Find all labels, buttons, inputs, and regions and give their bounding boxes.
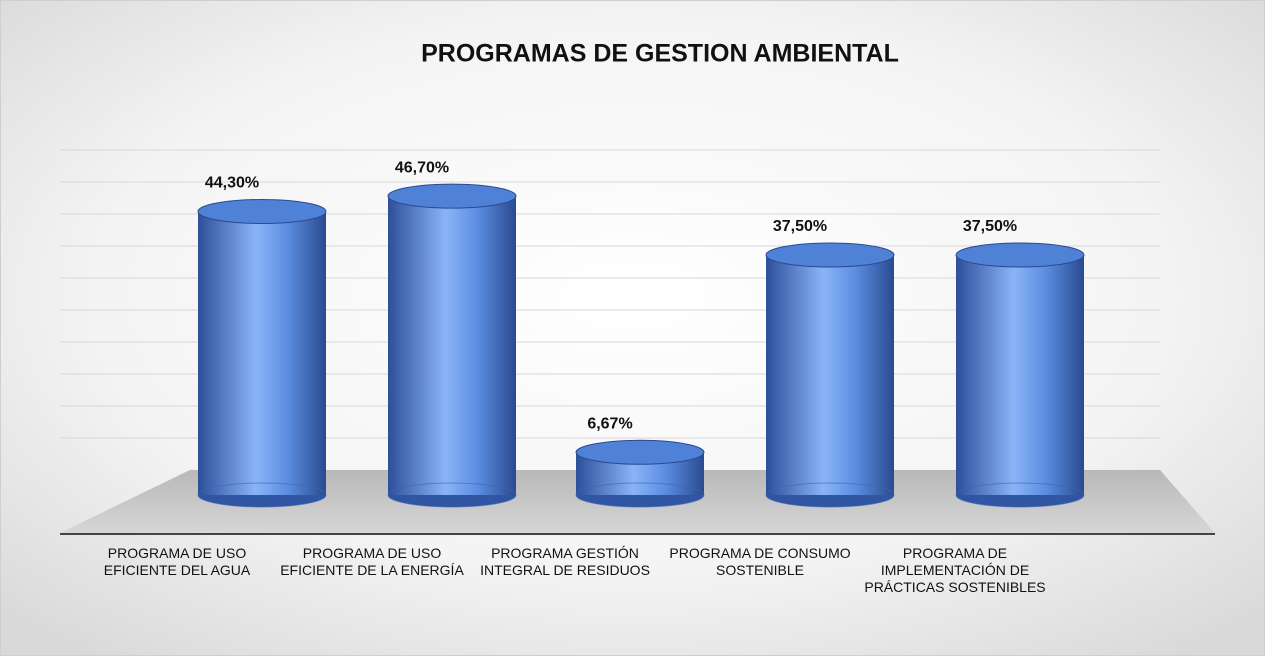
data-label: 46,70% — [395, 159, 449, 176]
x-tick-label: PROGRAMA GESTIÓN INTEGRAL DE RESIDUOS — [480, 545, 650, 578]
bar — [956, 255, 1084, 495]
x-tick-label: PROGRAMA DE USO EFICIENTE DEL AGUA — [103, 545, 251, 578]
data-label: 37,50% — [963, 218, 1017, 235]
bar-base-front — [765, 482, 895, 508]
bar-base-front — [387, 482, 517, 508]
bar-base-front — [197, 482, 327, 508]
bar-base-front — [575, 482, 705, 508]
bar-top — [765, 242, 895, 268]
data-label: 37,50% — [773, 218, 827, 235]
x-tick-label: PROGRAMA DE IMPLEMENTACIÓN DE PRÁCTICAS … — [864, 545, 1046, 595]
bar-top — [387, 183, 517, 209]
chart-title: PROGRAMAS DE GESTION AMBIENTAL — [421, 40, 899, 68]
bar-top — [575, 439, 705, 465]
bar-top — [955, 242, 1085, 268]
bar-top — [197, 198, 327, 224]
bar — [766, 255, 894, 495]
data-label: 6,67% — [587, 416, 632, 433]
bar — [388, 196, 516, 495]
x-tick-label: PROGRAMA DE CONSUMO SOSTENIBLE — [669, 545, 851, 578]
bar — [198, 211, 326, 496]
x-tick-label: PROGRAMA DE USO EFICIENTE DE LA ENERGÍA — [280, 545, 464, 578]
data-label: 44,30% — [205, 175, 259, 192]
bar-base-front — [955, 482, 1085, 508]
